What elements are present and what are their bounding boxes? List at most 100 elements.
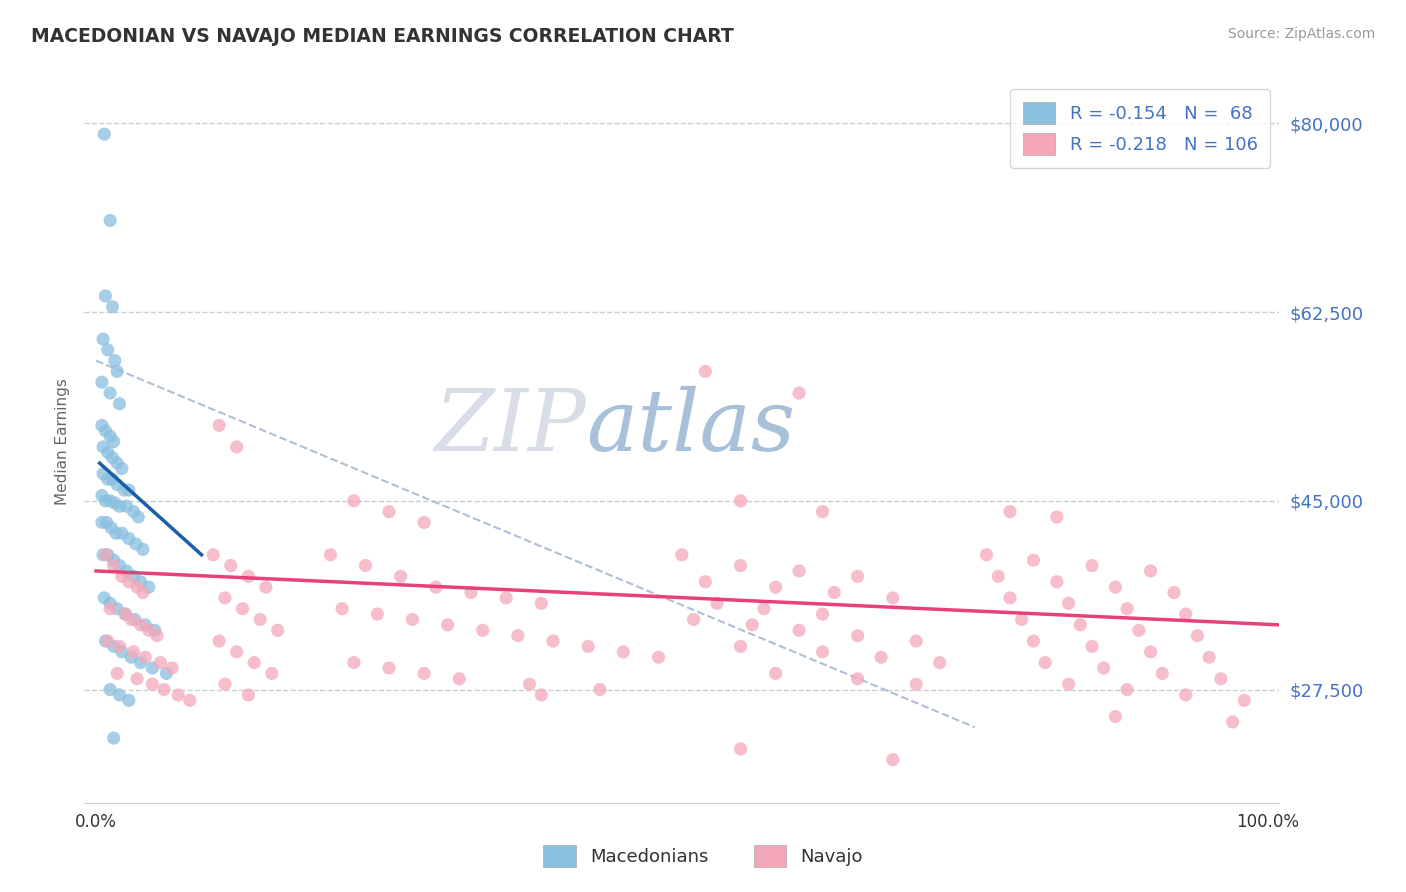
Point bbox=[1104, 709, 1126, 723]
Point bbox=[120, 650, 142, 665]
Point bbox=[787, 624, 810, 638]
Point bbox=[1104, 580, 1126, 594]
Point bbox=[249, 612, 271, 626]
Point bbox=[120, 612, 142, 626]
Point bbox=[401, 612, 423, 626]
Point bbox=[90, 516, 114, 530]
Point bbox=[741, 618, 763, 632]
Point bbox=[162, 661, 183, 675]
Point bbox=[101, 472, 124, 486]
Point bbox=[90, 418, 114, 433]
Point bbox=[1081, 558, 1104, 573]
Point bbox=[882, 753, 904, 767]
Point bbox=[103, 434, 125, 449]
Point bbox=[97, 548, 120, 562]
Point bbox=[1128, 624, 1150, 638]
Point bbox=[1174, 688, 1197, 702]
Point bbox=[1222, 714, 1244, 729]
Point bbox=[101, 450, 124, 465]
Point bbox=[94, 289, 117, 303]
Point bbox=[100, 521, 122, 535]
Point bbox=[115, 500, 138, 514]
Point bbox=[589, 682, 612, 697]
Point bbox=[260, 666, 283, 681]
Point bbox=[97, 472, 120, 486]
Text: MACEDONIAN VS NAVAJO MEDIAN EARNINGS CORRELATION CHART: MACEDONIAN VS NAVAJO MEDIAN EARNINGS COR… bbox=[31, 27, 734, 45]
Point bbox=[132, 542, 155, 557]
Point bbox=[97, 445, 120, 459]
Point bbox=[413, 516, 436, 530]
Point bbox=[101, 300, 124, 314]
Point bbox=[330, 601, 353, 615]
Point bbox=[208, 418, 231, 433]
Point bbox=[122, 505, 145, 519]
Point bbox=[108, 640, 131, 654]
Point bbox=[928, 656, 950, 670]
Point bbox=[138, 624, 160, 638]
Point bbox=[108, 688, 131, 702]
Point bbox=[998, 591, 1021, 605]
Point bbox=[219, 558, 242, 573]
Point bbox=[134, 618, 156, 632]
Point bbox=[530, 596, 553, 610]
Point bbox=[987, 569, 1010, 583]
Point bbox=[146, 629, 169, 643]
Point bbox=[905, 634, 928, 648]
Point bbox=[149, 656, 172, 670]
Point bbox=[765, 666, 787, 681]
Point bbox=[319, 548, 342, 562]
Point bbox=[91, 440, 114, 454]
Point bbox=[124, 612, 146, 626]
Point bbox=[506, 629, 529, 643]
Point bbox=[354, 558, 377, 573]
Y-axis label: Median Earnings: Median Earnings bbox=[55, 378, 70, 505]
Point bbox=[143, 624, 166, 638]
Point bbox=[91, 467, 114, 481]
Point bbox=[436, 618, 458, 632]
Point bbox=[108, 500, 131, 514]
Point bbox=[730, 640, 752, 654]
Point bbox=[1057, 677, 1080, 691]
Point bbox=[111, 526, 134, 541]
Point bbox=[425, 580, 447, 594]
Point bbox=[787, 386, 810, 401]
Point bbox=[1116, 601, 1139, 615]
Point bbox=[129, 618, 152, 632]
Point bbox=[671, 548, 693, 562]
Point bbox=[243, 656, 266, 670]
Point bbox=[1046, 510, 1069, 524]
Point bbox=[1139, 564, 1161, 578]
Point bbox=[1011, 612, 1033, 626]
Point bbox=[214, 591, 236, 605]
Point bbox=[98, 429, 121, 443]
Point bbox=[1139, 645, 1161, 659]
Point bbox=[998, 505, 1021, 519]
Point bbox=[905, 677, 928, 691]
Point bbox=[1116, 682, 1139, 697]
Point bbox=[1022, 553, 1045, 567]
Point bbox=[765, 580, 787, 594]
Point bbox=[127, 510, 149, 524]
Point bbox=[846, 629, 869, 643]
Point bbox=[103, 558, 125, 573]
Point bbox=[105, 666, 128, 681]
Point bbox=[1152, 666, 1174, 681]
Point bbox=[98, 682, 121, 697]
Point bbox=[97, 343, 120, 357]
Point bbox=[202, 548, 225, 562]
Point bbox=[882, 591, 904, 605]
Point bbox=[378, 661, 401, 675]
Point bbox=[129, 574, 152, 589]
Point bbox=[105, 364, 128, 378]
Point bbox=[576, 640, 599, 654]
Point bbox=[105, 601, 128, 615]
Point bbox=[1022, 634, 1045, 648]
Point bbox=[823, 585, 845, 599]
Point bbox=[179, 693, 201, 707]
Point bbox=[134, 650, 156, 665]
Point bbox=[108, 558, 131, 573]
Point bbox=[254, 580, 277, 594]
Point bbox=[98, 601, 121, 615]
Point bbox=[1081, 640, 1104, 654]
Point bbox=[94, 548, 117, 562]
